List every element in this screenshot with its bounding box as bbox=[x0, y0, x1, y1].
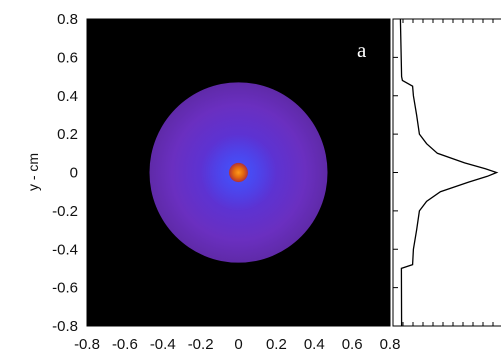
x-tick-label: -0.4 bbox=[150, 336, 176, 353]
x-tick-label: 0.2 bbox=[266, 336, 287, 353]
y-axis: 0.8 0.6 0.4 0.2 0 -0.2 -0.4 -0.6 -0.8 bbox=[52, 11, 92, 335]
beam-core bbox=[229, 162, 248, 183]
x-tick-label: 0.4 bbox=[304, 336, 325, 353]
x-tick-label: -0.8 bbox=[74, 336, 100, 353]
y-tick-label: -0.4 bbox=[52, 241, 78, 258]
x-axis: -0.8 -0.6 -0.4 -0.2 0 0.2 0.4 0.6 0.8 bbox=[74, 19, 400, 353]
profile-ticks bbox=[393, 18, 494, 327]
image-layer bbox=[149, 82, 328, 263]
x-tick-label: -0.6 bbox=[112, 336, 138, 353]
y-tick-label: -0.2 bbox=[52, 203, 78, 220]
x-tick-label: 0 bbox=[234, 336, 242, 353]
y-tick-label: -0.6 bbox=[52, 280, 78, 297]
panel-label: a bbox=[357, 38, 367, 62]
x-tick-label: 0.6 bbox=[342, 336, 363, 353]
y-tick-label: 0 bbox=[70, 165, 78, 182]
y-tick-label: -0.8 bbox=[52, 318, 78, 335]
profile-line bbox=[399, 18, 499, 327]
y-axis-title: y - cm bbox=[25, 153, 41, 191]
y-tick-label: 0.8 bbox=[57, 11, 78, 28]
y-tick-label: 0.6 bbox=[57, 49, 78, 66]
x-tick-label: 0.8 bbox=[380, 336, 401, 353]
profile-frame bbox=[392, 18, 501, 327]
y-tick-label: 0.4 bbox=[57, 88, 78, 105]
x-tick-label: -0.2 bbox=[188, 336, 214, 353]
y-tick-label: 0.2 bbox=[57, 126, 78, 143]
